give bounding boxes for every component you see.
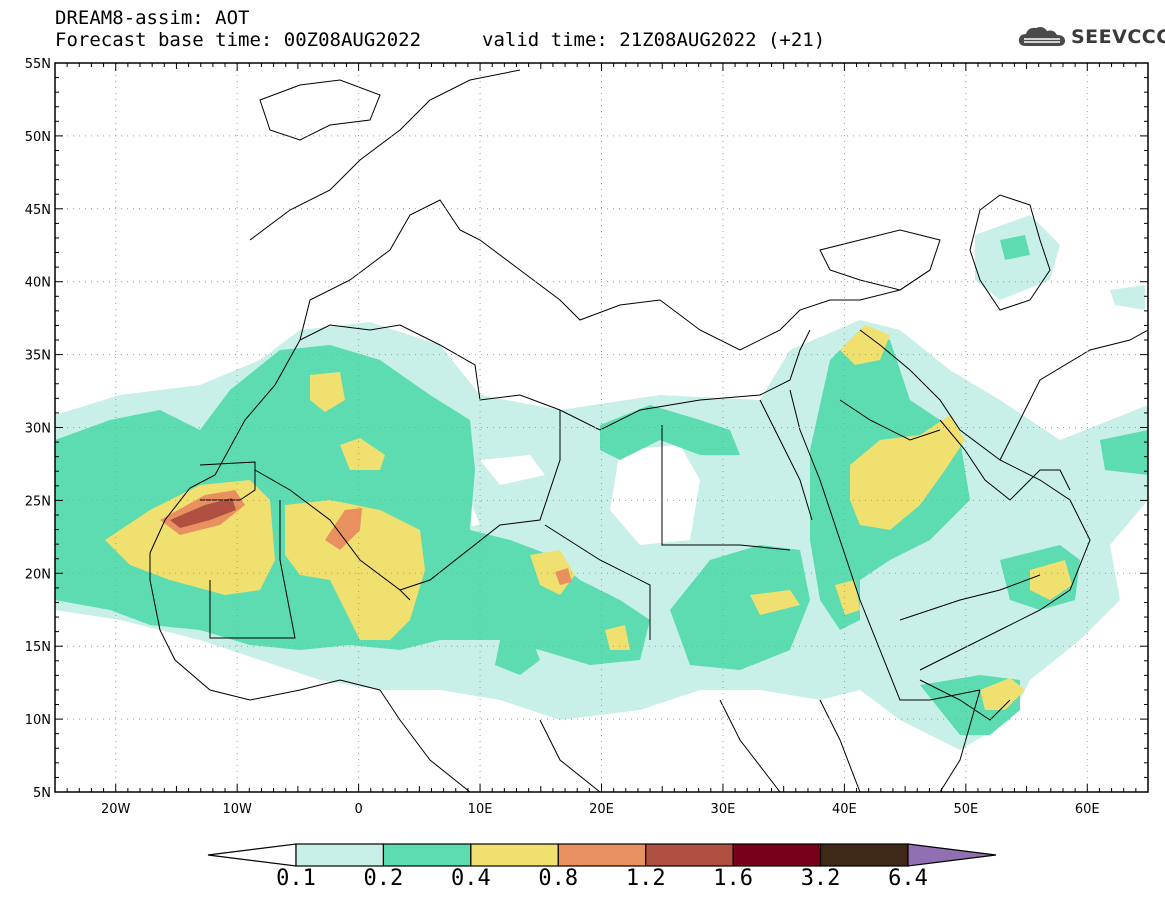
lon-label: 0 [354, 802, 362, 817]
lat-label: 50N [25, 130, 51, 145]
seevccc-logo: SEEVCCC [1016, 24, 1165, 50]
colorbar-swatch [295, 843, 385, 867]
lon-label: 50E [953, 802, 978, 817]
logo-text: SEEVCCC [1071, 26, 1165, 48]
colorbar-swatch [645, 843, 734, 867]
lat-label: 35N [25, 349, 51, 364]
colorbar-swatch [819, 843, 909, 867]
valid-time: valid time: 21Z08AUG2022 (+21) [482, 29, 826, 51]
colorbar-level-label: 0.2 [363, 866, 404, 891]
lon-label: 40E [832, 802, 857, 817]
colorbar-low-arrow [207, 843, 297, 867]
lat-label: 20N [25, 567, 51, 582]
cloud-logo-icon [1018, 27, 1065, 46]
lat-label: 5N [33, 786, 51, 801]
colorbar-swatch [470, 843, 559, 867]
map-grid [55, 63, 1148, 792]
colorbar-level-label: 3.2 [800, 866, 841, 891]
coastlines [149, 69, 1148, 792]
colorbar-swatch [557, 843, 647, 867]
lat-label: 40N [25, 276, 51, 291]
colorbar-level-label: 0.1 [276, 866, 316, 891]
lat-label: 25N [25, 494, 51, 509]
colorbar-swatch [732, 843, 822, 867]
longitude-labels: 20W 10W 0 10E 20E 30E 40E 50E 60E [101, 802, 1100, 817]
colorbar-high-arrow [907, 843, 997, 867]
lat-label: 10N [25, 713, 51, 728]
colorbar-level-label: 6.4 [888, 866, 928, 891]
lon-label: 10W [222, 802, 252, 817]
lat-label: 15N [25, 640, 51, 655]
lat-label: 55N [25, 57, 51, 72]
lon-label: 20W [101, 802, 131, 817]
lon-label: 30E [711, 802, 736, 817]
lat-label: 45N [25, 203, 51, 218]
lon-label: 60E [1075, 802, 1100, 817]
colorbar-level-label: 0.8 [538, 866, 579, 891]
colorbar-level-label: 1.2 [625, 866, 666, 891]
colorbar-level-label: 0.4 [450, 866, 491, 891]
aot-field [55, 215, 1148, 750]
colorbar [207, 843, 997, 867]
latitude-labels: 55N 50N 45N 40N 35N 30N 25N 20N 15N 10N 5N [25, 57, 51, 801]
colorbar-swatch [382, 843, 472, 867]
colorbar-level-label: 1.6 [713, 866, 754, 891]
map-title: DREAM8-assim: AOT [55, 7, 250, 29]
lat-label: 30N [25, 422, 51, 437]
forecast-base-time: Forecast base time: 00Z08AUG2022 [55, 29, 422, 51]
lon-label: 10E [468, 802, 493, 817]
lon-label: 20E [589, 802, 614, 817]
axis-ticks [55, 62, 1148, 793]
